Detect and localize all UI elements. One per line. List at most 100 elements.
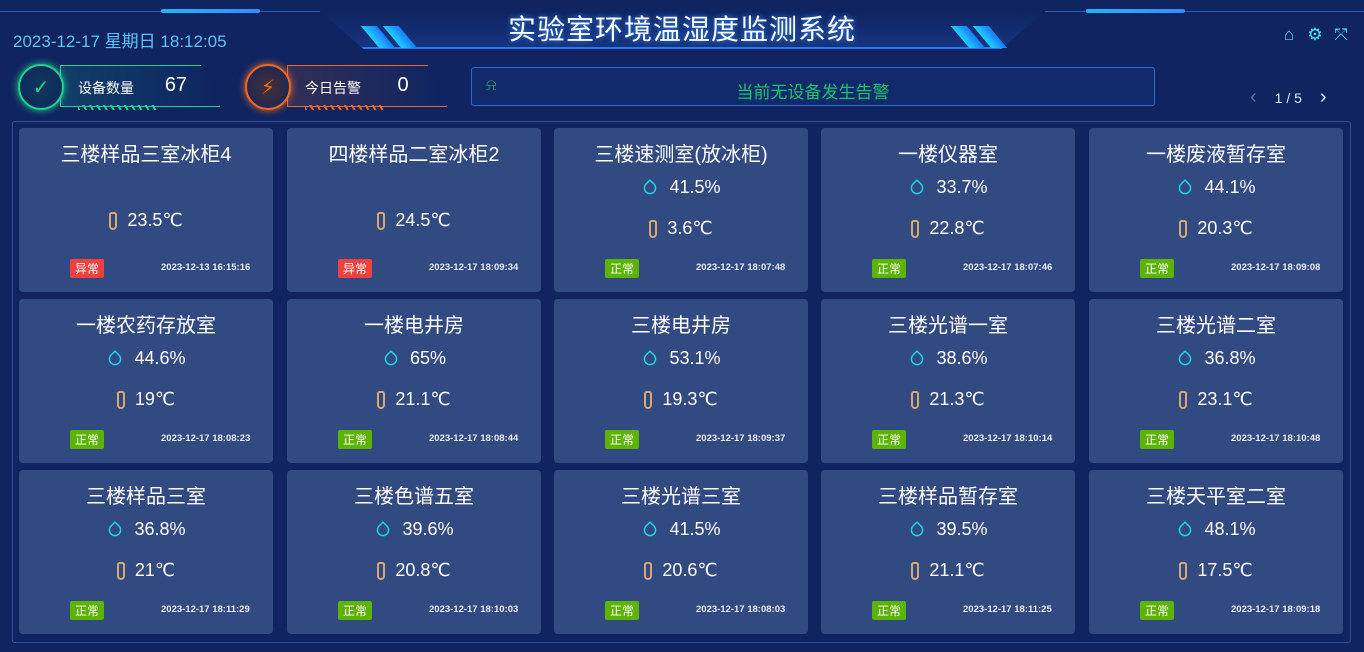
update-time: 2023-12-17 18:08:44 — [429, 433, 519, 444]
status-badge: 正常 — [872, 430, 907, 449]
status-badge: 正常 — [605, 430, 640, 449]
thermometer-icon — [1179, 390, 1188, 409]
title-plate — [320, 11, 1045, 49]
device-count-stat: ✓ 设备数量 67 — [18, 62, 223, 110]
device-name: 三楼电井房 — [631, 315, 731, 337]
device-name: 三楼样品三室冰柜4 — [60, 144, 232, 166]
device-name: 三楼色谱五室 — [354, 486, 474, 508]
temperature-value: 21.3℃ — [929, 389, 985, 409]
humidity-icon — [908, 349, 927, 368]
stat-value: 67 — [164, 74, 188, 96]
device-card[interactable]: 三楼天平室二室 48.1% 17.5℃ 正常 2023-12-17 18:09:18 — [1089, 470, 1343, 634]
temperature-row: 20.3℃ — [1089, 218, 1343, 239]
device-card[interactable]: 三楼样品三室冰柜4 23.5℃ 异常 2023-12-13 16:15:16 — [19, 128, 273, 292]
thermometer-icon — [109, 211, 118, 230]
thermometer-icon — [911, 390, 920, 409]
temperature-row: 19.3℃ — [554, 389, 808, 410]
next-page-button[interactable]: › — [1319, 86, 1327, 108]
humidity-row: 53.1% — [554, 348, 808, 369]
temperature-value: 22.8℃ — [929, 218, 985, 238]
device-card[interactable]: 三楼光谱二室 36.8% 23.1℃ 正常 2023-12-17 18:10:48 — [1089, 299, 1343, 463]
device-card[interactable]: 三楼速测室(放冰柜) 41.5% 3.6℃ 正常 2023-12-17 18:07:48 — [554, 128, 808, 292]
header-glow — [161, 9, 260, 13]
device-card[interactable]: 三楼样品三室 36.8% 21℃ 正常 2023-12-17 18:11:29 — [19, 470, 273, 634]
prev-page-button[interactable]: ‹ — [1250, 86, 1257, 108]
humidity-icon — [1176, 349, 1195, 368]
check-cycle-icon: ✓ — [18, 64, 64, 110]
temperature-value: 19.3℃ — [662, 389, 718, 409]
temperature-value: 24.5℃ — [395, 210, 451, 230]
humidity-value: 36.8% — [134, 519, 186, 539]
humidity-row: 48.1% — [1089, 519, 1343, 540]
alarm-banner: ⍾ 当前无设备发生告警 — [471, 67, 1155, 106]
humidity-value: 44.1% — [1204, 177, 1256, 197]
header-line — [0, 11, 320, 12]
temperature-row: 22.8℃ — [821, 218, 1075, 239]
humidity-icon — [908, 520, 927, 539]
device-card[interactable]: 四楼样品二室冰柜2 24.5℃ 异常 2023-12-17 18:09:34 — [287, 128, 541, 292]
device-card[interactable]: 一楼仪器室 33.7% 22.8℃ 正常 2023-12-17 18:07:46 — [821, 128, 1075, 292]
stat-label: 今日告警 — [305, 80, 361, 96]
thermometer-icon — [644, 390, 653, 409]
gear-icon[interactable]: ⚙ — [1307, 25, 1323, 44]
humidity-value: 36.8% — [1204, 348, 1256, 368]
device-name: 三楼光谱一室 — [888, 315, 1008, 337]
humidity-value: 65% — [409, 348, 447, 368]
status-badge: 正常 — [70, 430, 105, 449]
humidity-row: 41.5% — [554, 177, 808, 198]
datetime: 2023-12-17 星期日 18:12:05 — [13, 32, 227, 51]
humidity-row: 65% — [287, 348, 541, 369]
device-name: 三楼样品三室 — [86, 486, 206, 508]
temperature-value: 21.1℃ — [395, 389, 451, 409]
device-card[interactable]: 一楼电井房 65% 21.1℃ 正常 2023-12-17 18:08:44 — [287, 299, 541, 463]
humidity-value: 41.5% — [669, 177, 721, 197]
device-name: 一楼仪器室 — [898, 144, 998, 166]
device-card[interactable]: 三楼光谱三室 41.5% 20.6℃ 正常 2023-12-17 18:08:03 — [554, 470, 808, 634]
update-time: 2023-12-17 18:10:14 — [963, 433, 1053, 444]
device-card[interactable]: 三楼样品暂存室 39.5% 21.1℃ 正常 2023-12-17 18:11:25 — [821, 470, 1075, 634]
device-card[interactable]: 一楼农药存放室 44.6% 19℃ 正常 2023-12-17 18:08:23 — [19, 299, 273, 463]
update-time: 2023-12-17 18:07:48 — [696, 262, 786, 273]
temperature-value: 19℃ — [134, 389, 176, 409]
device-name: 三楼天平室二室 — [1146, 486, 1286, 508]
status-badge: 正常 — [338, 430, 373, 449]
header-toolbar: ⌂ ⚙ ⤧ — [1280, 26, 1350, 44]
status-badge: 正常 — [70, 601, 105, 620]
update-time: 2023-12-17 18:09:37 — [696, 433, 786, 444]
status-badge: 异常 — [70, 259, 105, 278]
status-badge: 正常 — [1140, 259, 1175, 278]
home-icon[interactable]: ⌂ — [1283, 25, 1295, 44]
stat-frame — [287, 65, 447, 107]
humidity-value: 39.6% — [402, 519, 454, 539]
status-badge: 正常 — [605, 259, 640, 278]
device-card[interactable]: 三楼电井房 53.1% 19.3℃ 正常 2023-12-17 18:09:37 — [554, 299, 808, 463]
temperature-row: 19℃ — [19, 389, 273, 410]
pagination: ‹ 1 / 5 › — [1250, 86, 1327, 109]
device-name: 三楼样品暂存室 — [878, 486, 1018, 508]
stat-ticks — [78, 105, 158, 110]
humidity-icon — [908, 178, 927, 197]
thermometer-icon — [649, 219, 658, 238]
temperature-row: 24.5℃ — [287, 210, 541, 231]
humidity-row: 41.5% — [554, 519, 808, 540]
update-time: 2023-12-17 18:11:29 — [161, 604, 250, 615]
thermometer-icon — [1179, 561, 1188, 580]
humidity-value: 38.6% — [936, 348, 988, 368]
fullscreen-icon[interactable]: ⤧ — [1334, 25, 1348, 44]
humidity-value: 44.6% — [134, 348, 186, 368]
temperature-row: 23.1℃ — [1089, 389, 1343, 410]
device-card[interactable]: 一楼废液暂存室 44.1% 20.3℃ 正常 2023-12-17 18:09:08 — [1089, 128, 1343, 292]
temperature-value: 20.6℃ — [662, 560, 718, 580]
update-time: 2023-12-13 16:15:16 — [161, 262, 251, 273]
temperature-row: 21.1℃ — [821, 560, 1075, 581]
alarm-light-icon: ⍾ — [486, 77, 497, 94]
humidity-icon — [374, 520, 393, 539]
update-time: 2023-12-17 18:08:03 — [696, 604, 786, 615]
humidity-row: 44.1% — [1089, 177, 1343, 198]
device-card[interactable]: 三楼色谱五室 39.6% 20.8℃ 正常 2023-12-17 18:10:03 — [287, 470, 541, 634]
humidity-icon — [106, 520, 125, 539]
update-time: 2023-12-17 18:09:18 — [1231, 604, 1321, 615]
device-card[interactable]: 三楼光谱一室 38.6% 21.3℃ 正常 2023-12-17 18:10:14 — [821, 299, 1075, 463]
temperature-value: 3.6℃ — [667, 218, 713, 238]
humidity-value: 41.5% — [669, 519, 721, 539]
